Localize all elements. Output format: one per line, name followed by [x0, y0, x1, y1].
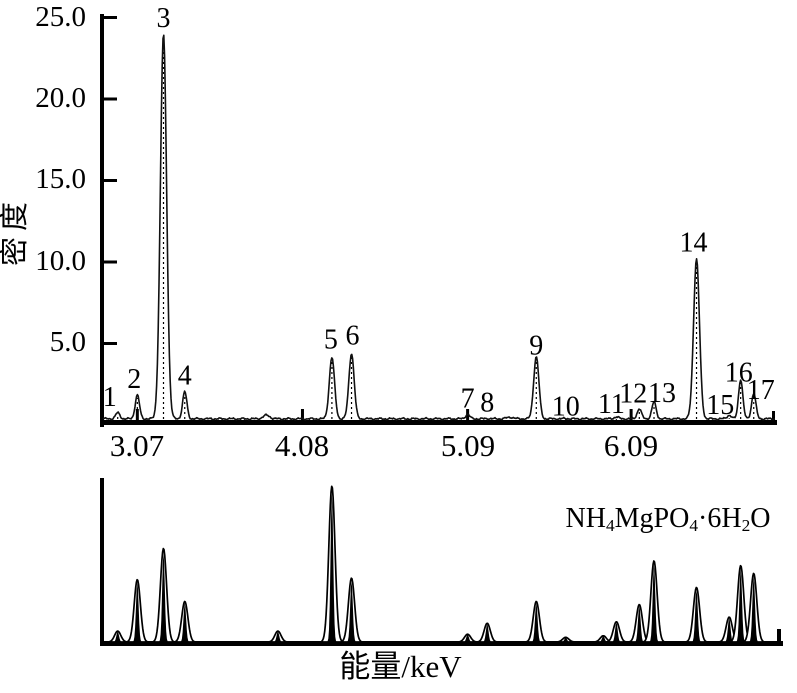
peak-number-label: 8: [480, 388, 494, 419]
reference-peak-core: [748, 576, 759, 642]
top-x-axis: [100, 420, 777, 425]
top-x-tick: [300, 409, 304, 421]
peak-number-label: 1: [103, 382, 117, 413]
reference-peak-core: [179, 603, 190, 642]
x-tick-label: 3.07: [109, 428, 165, 463]
top-y-tick: [104, 97, 117, 101]
reference-peak-core: [132, 582, 143, 642]
bottom-y-axis: [100, 478, 104, 646]
top-y-tick: [104, 16, 117, 19]
reference-peak-core: [560, 637, 571, 642]
y-tick-label: 15.0: [35, 163, 86, 195]
y-tick-label: 5.0: [49, 326, 86, 358]
top-axis-end-tick: [772, 411, 775, 421]
y-tick-label: 20.0: [35, 82, 86, 114]
reference-peak-core: [346, 580, 357, 642]
reference-peak-core: [326, 492, 337, 642]
reference-peak-core: [611, 622, 622, 642]
x-tick-label: 4.08: [274, 428, 330, 463]
top-y-axis: [100, 14, 104, 427]
peak-number-label: 13: [648, 378, 676, 409]
y-tick-label: 25.0: [35, 1, 86, 33]
reference-peak-core: [598, 636, 609, 642]
reference-peak-core: [735, 568, 746, 642]
top-y-tick: [104, 342, 117, 345]
top-x-tick: [135, 409, 139, 421]
bottom-x-axis: [100, 641, 783, 646]
reference-peak-core: [158, 552, 169, 642]
reference-peak-core: [462, 634, 473, 642]
top-y-tick: [104, 179, 117, 182]
peak-number-label: 10: [552, 392, 580, 423]
peak-number-label: 6: [346, 320, 360, 351]
reference-peak-core: [691, 589, 702, 642]
reference-peak-core: [272, 631, 283, 642]
bottom-axis-end-tick: [777, 629, 781, 642]
reference-peak-core: [724, 618, 735, 642]
formula-subscript: 2: [741, 515, 751, 535]
peak-number-label: 2: [127, 364, 141, 395]
reference-compound-label: NH4MgPO4·6H2O: [548, 503, 788, 535]
reference-peak-core: [649, 564, 659, 642]
measured-spectrum-curve: [102, 34, 776, 421]
reference-peak-core: [531, 603, 542, 642]
reference-peak-core: [482, 624, 493, 642]
reference-peak-core: [112, 631, 123, 642]
peak-number-label: 4: [178, 361, 192, 392]
formula-segment: MgPO: [614, 503, 690, 534]
formula-subscript: 4: [605, 515, 615, 535]
formula-segment: O: [750, 503, 771, 534]
peak-number-label: 3: [157, 3, 171, 34]
formula-segment: NH: [565, 503, 606, 534]
peak-number-label: 17: [747, 375, 775, 406]
peak-number-label: 14: [680, 228, 708, 259]
x-tick-label: 5.09: [440, 428, 496, 463]
reference-peak-core: [634, 606, 645, 642]
peak-number-label: 11: [598, 389, 625, 420]
x-axis-title: 能量/keV: [339, 649, 462, 684]
formula-segment: ·6H: [698, 503, 742, 534]
y-tick-label: 10.0: [35, 245, 86, 277]
peak-number-label: 12: [619, 379, 647, 410]
peak-number-label: 9: [529, 331, 543, 362]
top-y-tick: [104, 260, 117, 264]
peak-number-label: 15: [706, 390, 734, 421]
formula-subscript: 4: [689, 515, 699, 535]
peak-number-label: 16: [725, 357, 753, 388]
peak-number-label: 7: [461, 383, 475, 414]
peak-number-label: 5: [324, 324, 338, 355]
x-tick-label: 6.09: [603, 428, 659, 463]
top-x-tick: [629, 409, 633, 421]
